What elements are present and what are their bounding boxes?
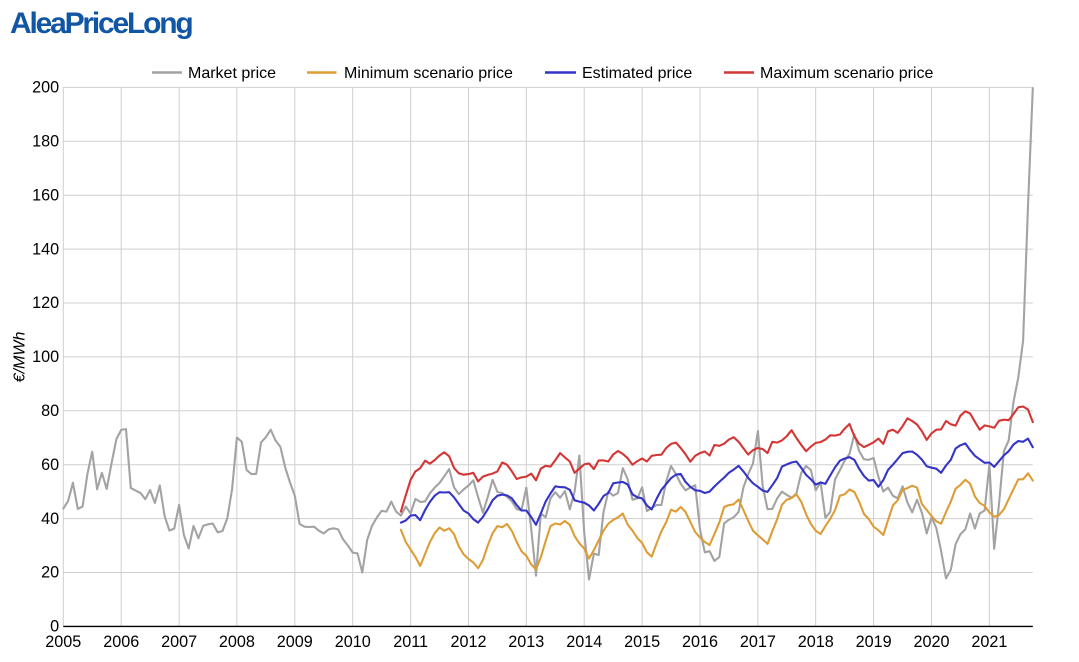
svg-text:0: 0 [50,618,59,636]
svg-text:140: 140 [32,240,59,258]
svg-text:60: 60 [41,456,59,474]
svg-text:40: 40 [41,510,59,528]
svg-text:180: 180 [32,133,59,151]
svg-text:2019: 2019 [856,633,892,651]
svg-text:2013: 2013 [508,633,544,651]
svg-text:Market price: Market price [188,65,276,82]
svg-text:2009: 2009 [277,633,313,651]
svg-text:Minimum scenario price: Minimum scenario price [344,65,513,82]
svg-text:100: 100 [32,348,59,366]
svg-text:120: 120 [32,294,59,312]
svg-text:160: 160 [32,186,59,204]
svg-text:2014: 2014 [566,633,602,651]
svg-text:20: 20 [41,564,59,582]
svg-text:2018: 2018 [798,633,834,651]
svg-text:2021: 2021 [971,633,1007,651]
svg-text:2007: 2007 [161,633,197,651]
svg-text:2011: 2011 [393,633,428,651]
svg-text:Maximum scenario price: Maximum scenario price [760,65,933,82]
svg-text:200: 200 [32,79,59,97]
svg-text:2017: 2017 [740,633,776,651]
svg-text:2005: 2005 [45,633,81,651]
svg-text:80: 80 [41,402,59,420]
svg-text:2010: 2010 [335,633,371,651]
svg-text:Estimated price: Estimated price [582,65,692,82]
svg-text:2012: 2012 [450,633,486,651]
svg-text:2006: 2006 [103,633,139,651]
svg-text:2016: 2016 [682,633,718,651]
svg-text:2020: 2020 [913,633,949,651]
svg-text:2008: 2008 [219,633,255,651]
svg-text:€/MWh: €/MWh [12,332,29,383]
svg-text:2015: 2015 [624,633,660,651]
